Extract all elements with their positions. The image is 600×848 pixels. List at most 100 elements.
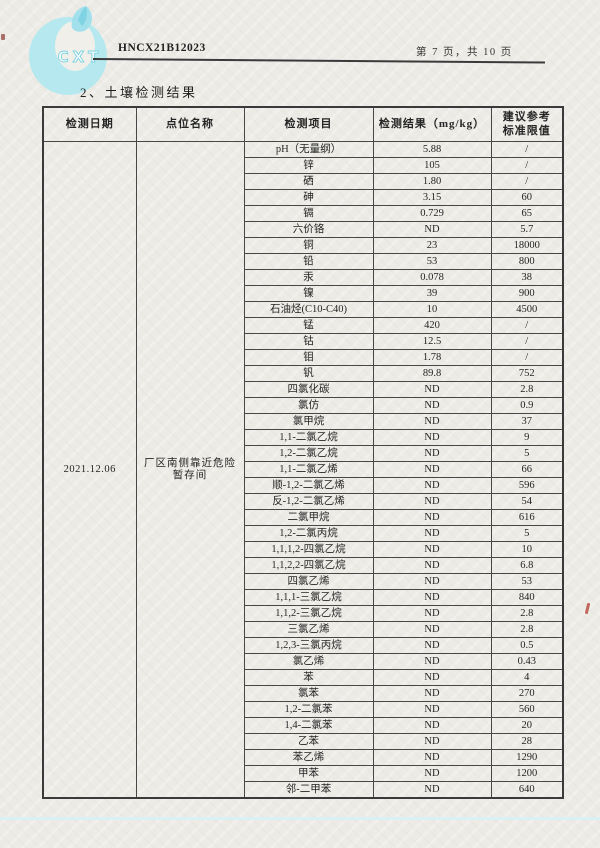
result-cell: 39	[372, 285, 492, 302]
result-cell: ND	[372, 477, 492, 494]
footer-divider	[0, 817, 600, 820]
limit-cell: 65	[490, 205, 564, 222]
result-cell: 0.729	[372, 205, 492, 222]
limit-cell: 38	[490, 269, 564, 286]
item-cell: 二氯甲烷	[243, 509, 374, 526]
result-cell: ND	[372, 605, 492, 622]
result-cell: ND	[372, 589, 492, 606]
result-cell: ND	[372, 669, 492, 686]
item-cell: 三氯乙烯	[243, 621, 374, 638]
result-cell: ND	[372, 413, 492, 430]
table-row: 1,1-二氯乙烯 ND 66	[43, 461, 564, 478]
result-cell: ND	[372, 765, 492, 782]
limit-cell: 1200	[490, 765, 564, 782]
report-code: HNCX21B12023	[118, 42, 206, 54]
result-cell: ND	[372, 621, 492, 638]
table-row: 石油烃(C10-C40) 10 4500	[43, 301, 564, 318]
limit-cell: 9	[490, 429, 564, 446]
item-cell: 六价铬	[243, 221, 374, 238]
limit-cell: 2.8	[490, 621, 564, 638]
limit-cell: /	[490, 141, 564, 158]
item-cell: 1,1-二氯乙烷	[243, 429, 374, 446]
item-cell: 四氯乙烯	[243, 573, 374, 590]
item-cell: 砷	[243, 189, 374, 206]
limit-cell: 640	[490, 781, 564, 799]
item-cell: 氯苯	[243, 685, 374, 702]
limit-cell: 840	[490, 589, 564, 606]
limit-cell: 5	[490, 525, 564, 542]
limit-cell: 616	[490, 509, 564, 526]
soil-results-table: 检测日期 点位名称 检测项目 检测结果（mg/kg） 建议参考 标准限值 202…	[42, 106, 564, 799]
result-cell: ND	[372, 701, 492, 718]
item-cell: 1,1,2-三氯乙烷	[243, 605, 374, 622]
table-row: 1,1,2-三氯乙烷 ND 2.8	[43, 605, 564, 622]
limit-cell: /	[490, 173, 564, 190]
item-cell: 1,1,2,2-四氯乙烷	[243, 557, 374, 574]
result-cell: 1.80	[372, 173, 492, 190]
limit-cell: /	[490, 349, 564, 366]
result-cell: 1.78	[372, 349, 492, 366]
result-cell: ND	[372, 397, 492, 414]
table-row: 氯甲烷 ND 37	[43, 413, 564, 430]
limit-cell: 37	[490, 413, 564, 430]
col-header-location: 点位名称	[135, 106, 245, 142]
item-cell: 反-1,2-二氯乙烯	[243, 493, 374, 510]
item-cell: 锌	[243, 157, 374, 174]
item-cell: 锰	[243, 317, 374, 334]
result-cell: 23	[372, 237, 492, 254]
table-row: 邻-二甲苯 ND 640	[43, 781, 564, 799]
limit-cell: 60	[490, 189, 564, 206]
item-cell: 氯甲烷	[243, 413, 374, 430]
item-cell: 铜	[243, 237, 374, 254]
result-cell: 5.88	[372, 141, 492, 158]
scan-artifact-mark	[1, 34, 5, 40]
limit-cell: 752	[490, 365, 564, 382]
limit-cell: 0.43	[490, 653, 564, 670]
location-cell: 厂区南侧靠近危险 暂存间	[135, 141, 245, 799]
result-cell: ND	[372, 221, 492, 238]
table-row: 1,1,2,2-四氯乙烷 ND 6.8	[43, 557, 564, 574]
item-cell: 硒	[243, 173, 374, 190]
table-row: 四氯化碳 ND 2.8	[43, 381, 564, 398]
page-number-info: 第 7 页，共 10 页	[416, 47, 513, 58]
item-cell: 镉	[243, 205, 374, 222]
result-cell: 3.15	[372, 189, 492, 206]
item-cell: 1,1-二氯乙烯	[243, 461, 374, 478]
table-row: 2021.12.06 厂区南侧靠近危险 暂存间 pH（无量纲） 5.88/	[42, 141, 564, 799]
limit-cell: 28	[490, 733, 564, 750]
limit-cell: 18000	[490, 237, 564, 254]
limit-cell: 0.5	[490, 637, 564, 654]
limit-cell: 596	[490, 477, 564, 494]
item-cell: 镍	[243, 285, 374, 302]
date-cell: 2021.12.06	[42, 141, 137, 799]
item-cell: 石油烃(C10-C40)	[243, 301, 374, 318]
result-cell: ND	[372, 557, 492, 574]
result-cell: 105	[372, 157, 492, 174]
col-header-item: 检测项目	[243, 106, 374, 142]
result-cell: ND	[372, 381, 492, 398]
limit-cell: 270	[490, 685, 564, 702]
result-cell: ND	[372, 733, 492, 750]
result-cell: ND	[372, 493, 492, 510]
item-cell: 1,1,1-三氯乙烷	[243, 589, 374, 606]
results-table-body: 2021.12.06 厂区南侧靠近危险 暂存间 pH（无量纲） 5.88/锌 105/硒…	[42, 141, 564, 799]
limit-cell: 800	[490, 253, 564, 270]
table-row: 氯仿 ND 0.9	[43, 397, 564, 414]
result-cell: ND	[372, 781, 492, 799]
result-cell: ND	[372, 461, 492, 478]
col-header-date: 检测日期	[42, 106, 137, 142]
limit-cell: 900	[490, 285, 564, 302]
result-cell: ND	[372, 685, 492, 702]
result-cell: ND	[372, 573, 492, 590]
item-cell: 氯乙烯	[243, 653, 374, 670]
result-cell: ND	[372, 653, 492, 670]
item-cell: 苯	[243, 669, 374, 686]
table-row: 氯乙烯 ND 0.43	[43, 653, 564, 670]
result-cell: 10	[372, 301, 492, 318]
item-cell: 钒	[243, 365, 374, 382]
table-row: 1,2-二氯苯 ND 560	[43, 701, 564, 718]
limit-cell: 2.8	[490, 381, 564, 398]
item-cell: pH（无量纲）	[243, 141, 374, 158]
limit-cell: 2.8	[490, 605, 564, 622]
